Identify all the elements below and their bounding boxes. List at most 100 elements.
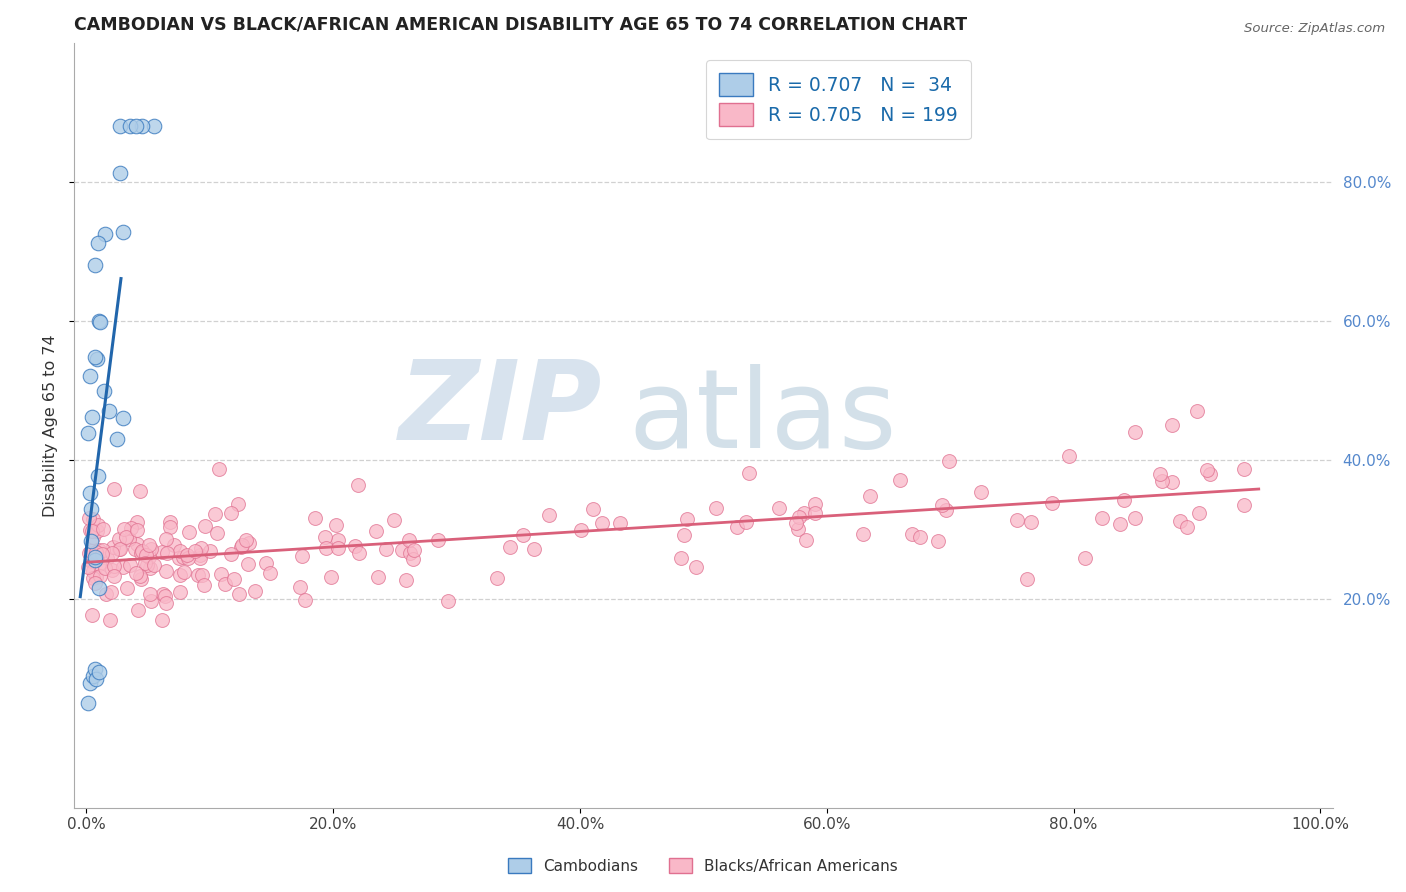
Point (150, 545, 173, 559)
Point (125, 120, 148, 134)
Point (537, 508, 560, 522)
Point (395, 573, 418, 587)
Point (1019, 515, 1042, 529)
Point (167, 551, 190, 566)
Point (254, 557, 277, 571)
Point (159, 520, 181, 534)
Point (208, 461, 231, 475)
Text: atlas: atlas (628, 364, 897, 471)
Point (889, 473, 911, 487)
Point (224, 572, 246, 586)
Point (938, 453, 960, 467)
Point (591, 516, 613, 530)
Point (1160, 475, 1182, 489)
Point (179, 525, 201, 540)
Point (346, 478, 368, 492)
Point (138, 549, 160, 564)
Point (87, 468, 110, 483)
Point (163, 538, 186, 552)
Point (190, 568, 212, 582)
Point (96, 551, 118, 566)
Point (118, 558, 141, 572)
Point (725, 520, 748, 534)
Point (76, 560, 98, 574)
Point (142, 558, 165, 573)
Point (367, 570, 389, 584)
Point (112, 522, 135, 536)
Point (291, 549, 314, 564)
Point (188, 548, 211, 562)
Point (1152, 475, 1174, 489)
Point (127, 515, 149, 529)
Point (243, 584, 266, 599)
Point (787, 522, 810, 536)
Point (91, 543, 114, 558)
Point (91, 547, 114, 561)
Point (80, 534, 103, 549)
Point (176, 549, 198, 563)
Point (398, 533, 420, 548)
Point (89, 569, 111, 583)
Point (676, 511, 699, 525)
Point (97, 404, 120, 418)
Point (135, 548, 157, 562)
Point (229, 540, 252, 554)
Point (80, 551, 103, 566)
Point (79, 554, 101, 568)
Point (139, 542, 162, 557)
Point (188, 550, 211, 565)
Point (84, 350, 107, 364)
Point (82, 571, 104, 585)
Point (84, 545, 107, 559)
Point (129, 484, 152, 499)
Point (402, 543, 425, 558)
Point (927, 534, 949, 549)
Point (204, 508, 226, 522)
Point (935, 503, 957, 517)
Point (82, 512, 104, 526)
Point (1161, 418, 1184, 433)
Point (375, 542, 398, 557)
Point (523, 541, 546, 556)
Point (176, 551, 198, 566)
Point (86, 548, 108, 562)
Point (87, 542, 110, 557)
Point (82, 668, 104, 682)
Point (498, 540, 520, 554)
Point (159, 515, 181, 529)
Point (80, 524, 103, 539)
Point (87, 665, 110, 679)
Point (150, 613, 173, 627)
Point (86, 524, 108, 538)
Point (82, 564, 104, 578)
Point (169, 584, 191, 599)
Point (80, 410, 103, 425)
Point (804, 506, 827, 520)
Point (908, 529, 931, 543)
Point (1233, 462, 1256, 476)
Point (83, 575, 105, 590)
Point (319, 570, 342, 584)
Point (108, 120, 131, 134)
Point (93, 227, 115, 241)
Point (900, 527, 922, 541)
Point (80, 501, 103, 516)
Point (1195, 462, 1218, 476)
Point (347, 546, 370, 560)
Point (193, 578, 215, 592)
Point (1185, 404, 1208, 418)
Point (84, 549, 107, 564)
Point (238, 535, 260, 549)
Point (391, 542, 413, 557)
Point (315, 541, 337, 555)
Point (79, 486, 101, 500)
Point (98, 613, 121, 627)
Point (569, 524, 592, 538)
Point (84, 672, 107, 686)
Point (190, 541, 212, 556)
Point (115, 530, 138, 544)
Point (238, 557, 260, 571)
Point (129, 569, 152, 583)
Point (86, 351, 108, 366)
Point (87, 518, 110, 533)
